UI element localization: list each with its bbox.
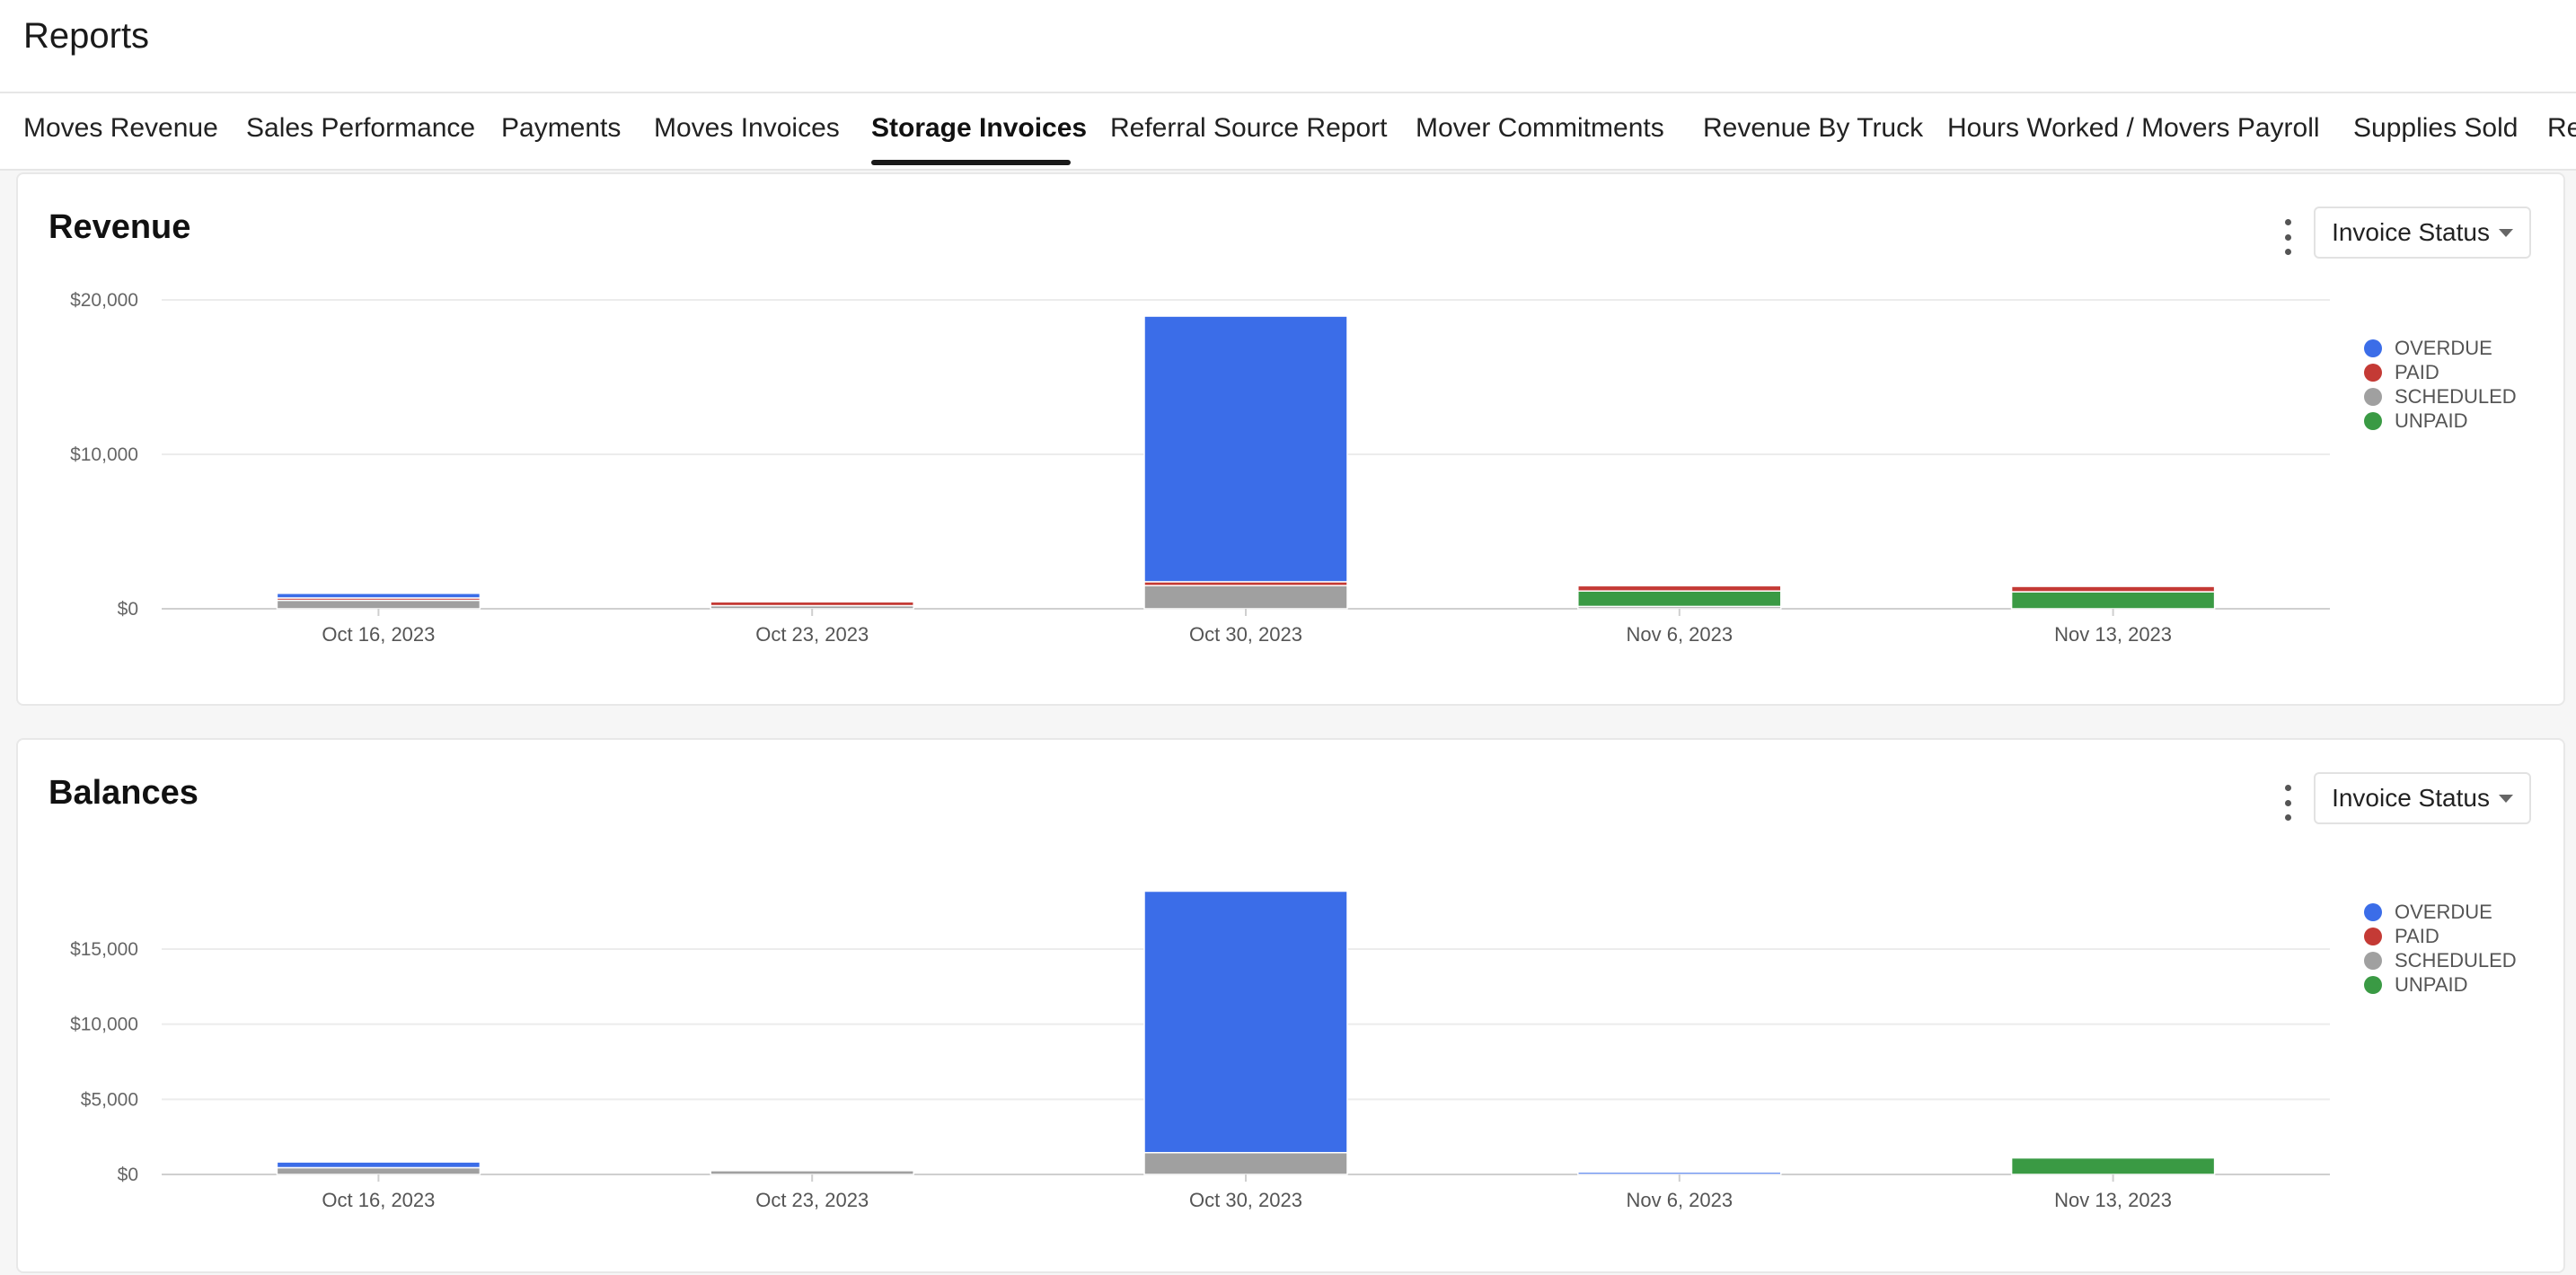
x-tick-label: Oct 30, 2023 — [1189, 1189, 1302, 1211]
card-title-revenue: Revenue — [49, 208, 191, 246]
bar-overdue[interactable] — [1143, 315, 1348, 583]
x-tick-label: Oct 16, 2023 — [322, 623, 435, 646]
legend-label: UNPAID — [2395, 972, 2468, 996]
app-header: Reports — [0, 0, 2576, 93]
bar-paid[interactable] — [2010, 585, 2216, 593]
card-title-balances: Balances — [49, 774, 198, 812]
legend-dot — [2364, 902, 2382, 921]
balances-chart: $0 $5,000 $10,000 $15,000 Oct 16, 2023 Oct 23… — [70, 890, 2330, 1211]
legend-item-unpaid[interactable]: UNPAID — [2364, 972, 2517, 997]
legend-item-overdue[interactable]: OVERDUE — [2364, 900, 2517, 924]
x-tick-label: Nov 13, 2023 — [2054, 1189, 2172, 1211]
bar-unpaid[interactable] — [2010, 1156, 2216, 1175]
legend-dot — [2364, 363, 2382, 382]
legend-dot — [2364, 927, 2382, 945]
bar-scheduled[interactable] — [710, 1170, 914, 1175]
legend-label: PAID — [2395, 924, 2439, 947]
report-tabs: Moves Revenue Sales Performance Payments Mo… — [0, 93, 2576, 171]
bar-unpaid[interactable] — [1577, 590, 1782, 608]
tab-supplies-sold[interactable]: Supplies Sold — [2353, 113, 2519, 143]
legend-dot — [2364, 975, 2382, 994]
legend-label: OVERDUE — [2395, 336, 2492, 359]
bar-unpaid[interactable] — [2010, 591, 2216, 610]
x-tick-label: Oct 30, 2023 — [1189, 623, 1302, 646]
y-tick-label: $10,000 — [70, 444, 138, 465]
legend-item-overdue[interactable]: OVERDUE — [2364, 336, 2517, 360]
bar-paid[interactable] — [710, 601, 914, 607]
legend-item-paid[interactable]: PAID — [2364, 924, 2517, 948]
bar-paid[interactable] — [1577, 585, 1782, 592]
caret-down-icon — [2498, 794, 2513, 803]
legend-dot — [2364, 951, 2382, 970]
kebab-menu-icon[interactable] — [2274, 785, 2301, 821]
y-tick-label: $0 — [118, 599, 138, 620]
x-tick-label: Nov 6, 2023 — [1626, 623, 1733, 646]
legend-item-paid[interactable]: PAID — [2364, 360, 2517, 384]
active-tab-indicator — [871, 160, 1071, 165]
tab-sales-performance[interactable]: Sales Performance — [246, 113, 476, 143]
tab-referral-source-report[interactable]: Referral Source Report — [1110, 113, 1388, 143]
y-tick-label: $15,000 — [70, 939, 138, 960]
legend-dot — [2364, 387, 2382, 406]
x-tick-label: Nov 6, 2023 — [1626, 1189, 1733, 1211]
legend-item-scheduled[interactable]: SCHEDULED — [2364, 384, 2517, 409]
legend-item-scheduled[interactable]: SCHEDULED — [2364, 948, 2517, 972]
tab-payments[interactable]: Payments — [501, 113, 622, 143]
bar-overdue[interactable] — [1143, 890, 1348, 1154]
legend-label: SCHEDULED — [2395, 948, 2517, 972]
legend-label: PAID — [2395, 360, 2439, 383]
bar-scheduled[interactable] — [1143, 585, 1348, 610]
y-tick-label: $10,000 — [70, 1015, 138, 1035]
legend-label: UNPAID — [2395, 409, 2468, 432]
bar-scheduled[interactable] — [276, 1166, 481, 1175]
bar-scheduled[interactable] — [276, 599, 481, 610]
tab-mover-commitments[interactable]: Mover Commitments — [1416, 113, 1664, 143]
revenue-chart: $0 $10,000 $20,000 Oct 16, 2023 Oct 23, 2023… — [70, 290, 2330, 646]
legend-item-unpaid[interactable]: UNPAID — [2364, 409, 2517, 433]
legend-label: OVERDUE — [2395, 900, 2492, 923]
y-tick-label: $20,000 — [70, 290, 138, 311]
bar-overdue[interactable] — [276, 1161, 481, 1169]
page-title: Reports — [23, 16, 150, 56]
invoice-status-dropdown[interactable]: Invoice Status — [2314, 772, 2531, 824]
legend-dot — [2364, 339, 2382, 357]
x-tick-label: Nov 13, 2023 — [2054, 623, 2172, 646]
tab-moves-invoices[interactable]: Moves Invoices — [654, 113, 840, 143]
invoice-status-dropdown[interactable]: Invoice Status — [2314, 207, 2531, 259]
legend-label: SCHEDULED — [2395, 384, 2517, 408]
tab-re[interactable]: Re — [2547, 113, 2576, 143]
balances-card: Balances Invoice Status $0 $5,000 $10,000 $… — [16, 738, 2565, 1273]
invoice-status-label: Invoice Status — [2332, 784, 2490, 812]
x-tick-label: Oct 16, 2023 — [322, 1189, 435, 1211]
tab-moves-revenue[interactable]: Moves Revenue — [23, 113, 218, 143]
kebab-menu-icon[interactable] — [2274, 219, 2301, 255]
y-tick-label: $0 — [118, 1165, 138, 1185]
x-tick-label: Oct 23, 2023 — [755, 623, 869, 646]
bar-overdue[interactable] — [1577, 1171, 1782, 1175]
y-tick-label: $5,000 — [81, 1089, 138, 1110]
legend-dot — [2364, 411, 2382, 430]
x-tick-label: Oct 23, 2023 — [755, 1189, 869, 1211]
revenue-card: Revenue Invoice Status $0 $10,000 $20,000 O… — [16, 172, 2565, 706]
invoice-status-label: Invoice Status — [2332, 218, 2490, 246]
balances-legend: OVERDUE PAID SCHEDULED UNPAID — [2364, 900, 2517, 997]
tab-hours-worked-movers-payroll[interactable]: Hours Worked / Movers Payroll — [1947, 113, 2320, 143]
revenue-legend: OVERDUE PAID SCHEDULED UNPAID — [2364, 336, 2517, 433]
tab-storage-invoices[interactable]: Storage Invoices — [871, 113, 1088, 143]
tab-revenue-by-truck[interactable]: Revenue By Truck — [1703, 113, 1924, 143]
caret-down-icon — [2498, 228, 2513, 237]
bar-overdue[interactable] — [276, 593, 481, 599]
bar-scheduled[interactable] — [1143, 1151, 1348, 1175]
